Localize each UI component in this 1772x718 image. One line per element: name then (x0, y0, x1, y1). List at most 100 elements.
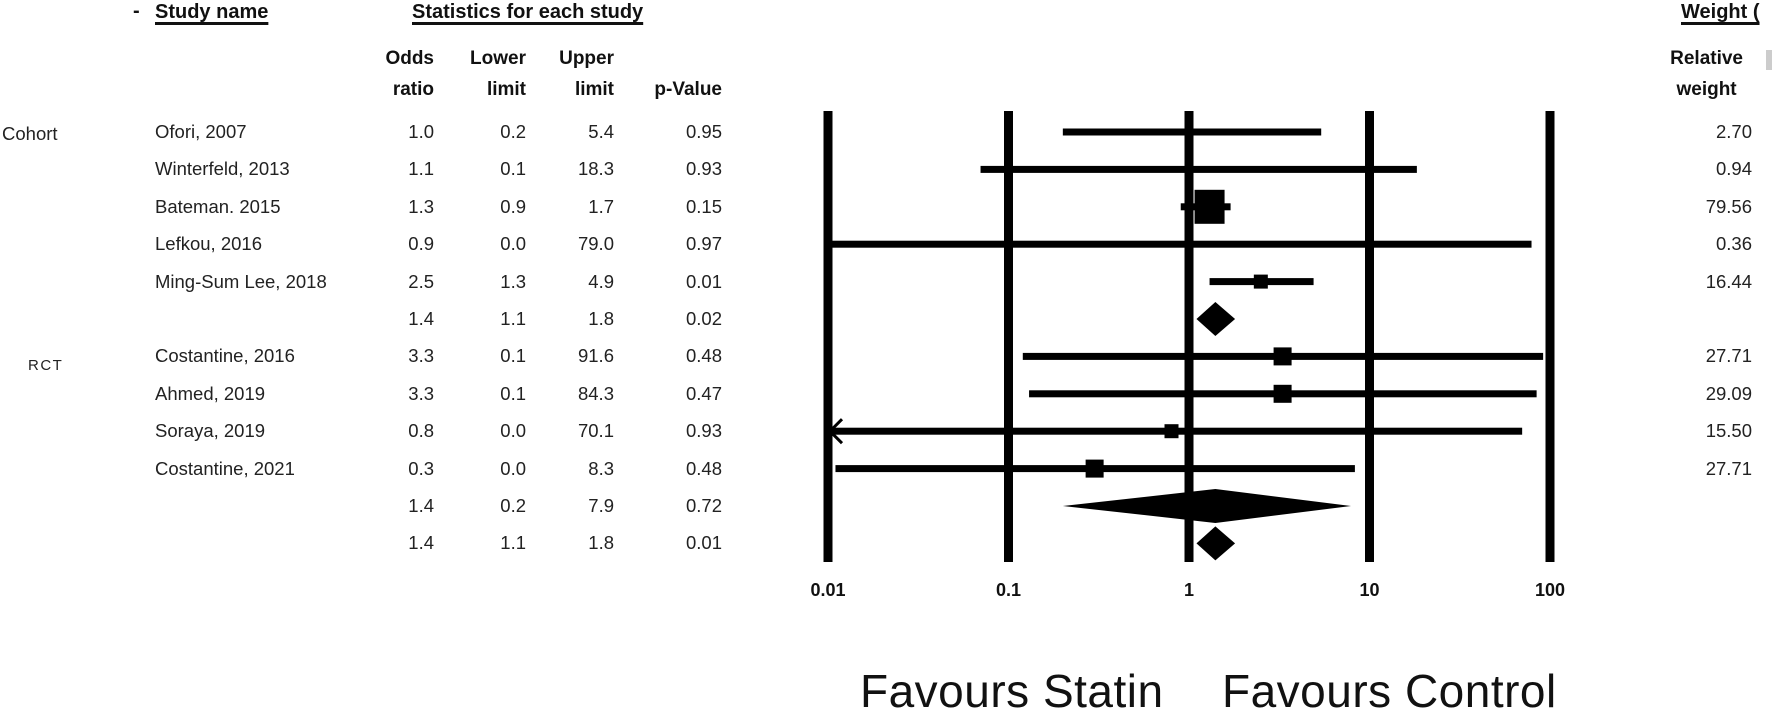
upper-limit-cell: 8.3 (588, 457, 614, 479)
p-value-cell: 0.01 (685, 532, 722, 554)
pooled-diamond-cohort (1196, 302, 1236, 336)
study-name-cell: Ofori, 2007 (155, 121, 247, 142)
lower-limit-cell: 0.1 (500, 158, 526, 180)
p-value-cell: 0.93 (685, 158, 722, 180)
upper-limit-cell: 5.4 (588, 121, 614, 142)
odds-ratio-cell: 3.3 (408, 382, 434, 404)
relative-weight-cell: 16.44 (1705, 270, 1752, 292)
p-value-cell: 0.95 (685, 121, 722, 142)
study-name-cell: Costantine, 2016 (155, 345, 295, 367)
group-label-cohort: Cohort (2, 123, 58, 144)
gridline-100 (1545, 111, 1555, 562)
lower-limit-cell: 0.0 (500, 457, 526, 479)
p-value-cell: 0.48 (685, 345, 722, 367)
upper-limit-cell: 7.9 (588, 495, 614, 516)
x-tick-label: 10 (1359, 580, 1380, 600)
study-name-cell: Winterfeld, 2013 (155, 158, 290, 180)
ci-line (980, 165, 1417, 173)
pooled-diamond-rct (1062, 489, 1352, 523)
p-value-cell: 0.15 (685, 195, 722, 217)
lower-limit-cell: 0.9 (500, 195, 526, 217)
study-box (1194, 189, 1225, 224)
upper-limit-cell: 70.1 (577, 420, 614, 442)
header-dash: - (133, 0, 140, 22)
gridline-0.1 (1004, 111, 1013, 562)
upper-limit-cell: 1.8 (588, 308, 614, 329)
lower-limit-cell: 0.2 (500, 121, 526, 142)
relative-weight-cell: 0.94 (1715, 158, 1752, 180)
odds-ratio-cell: 1.4 (408, 495, 434, 516)
header-relative-weight: Relative weight (1670, 48, 1743, 100)
favours-statin-label: Favours Statin (860, 665, 1164, 717)
x-tick-label: 100 (1534, 580, 1566, 600)
p-value-cell: 0.47 (685, 382, 722, 404)
header-weight: Weight ( (1681, 1, 1760, 23)
relative-weight-cell: 27.71 (1705, 457, 1752, 479)
odds-ratio-cell: 0.3 (408, 457, 434, 479)
study-box (1273, 384, 1292, 403)
header-study-name: Study name (155, 1, 269, 23)
lower-limit-cell: 0.0 (500, 420, 526, 442)
relative-weight-cell: 29.09 (1705, 382, 1752, 404)
upper-limit-cell: 79.0 (577, 233, 614, 255)
header-cut-glyph (1766, 50, 1772, 70)
relative-weight-cell: 2.70 (1715, 121, 1752, 142)
study-box (1188, 131, 1190, 133)
odds-ratio-cell: 1.0 (408, 121, 434, 142)
p-value-cell: 0.48 (685, 457, 722, 479)
odds-ratio-cell: 1.4 (408, 532, 434, 554)
p-value-cell: 0.72 (685, 495, 722, 516)
study-box (1085, 459, 1104, 478)
x-tick-label: 0.01 (810, 580, 846, 600)
upper-limit-cell: 1.7 (588, 195, 614, 217)
x-tick-label: 1 (1183, 580, 1195, 600)
study-name-cell: Costantine, 2021 (155, 457, 295, 479)
odds-ratio-cell: 0.8 (408, 420, 434, 442)
lower-limit-cell: 1.1 (500, 308, 526, 329)
header-odds-ratio: Odds ratio (385, 48, 434, 100)
lower-limit-cell: 0.1 (500, 345, 526, 367)
relative-weight-cell: 79.56 (1705, 195, 1752, 217)
study-name-cell: Ahmed, 2019 (155, 382, 266, 404)
odds-ratio-cell: 3.3 (408, 345, 434, 367)
study-box (1195, 168, 1198, 171)
ci-line (1062, 128, 1322, 136)
study-name-cell: Soraya, 2019 (155, 420, 266, 442)
ci-line (831, 240, 1532, 248)
p-value-cell: 0.01 (685, 270, 722, 292)
lower-limit-cell: 1.3 (500, 270, 526, 292)
study-name-cell: Lefkou, 2016 (155, 233, 262, 255)
study-name-cell: Bateman. 2015 (155, 195, 281, 217)
odds-ratio-cell: 2.5 (408, 270, 434, 292)
favours-control-label: Favours Control (1222, 665, 1557, 717)
x-tick-label: 0.1 (995, 580, 1022, 600)
group-label-rct: RCT (28, 357, 64, 375)
study-box (1253, 274, 1268, 289)
header-p-value: p-Value (654, 79, 722, 100)
study-box (1164, 424, 1179, 439)
arrow-left-icon (827, 418, 844, 445)
header-lower-limit: Lower limit (470, 48, 526, 100)
odds-ratio-cell: 1.4 (408, 308, 434, 329)
study-box (1273, 347, 1292, 366)
upper-limit-cell: 1.8 (588, 532, 614, 554)
odds-ratio-cell: 1.1 (408, 158, 434, 180)
p-value-cell: 0.02 (685, 308, 722, 329)
lower-limit-cell: 1.1 (500, 532, 526, 554)
gridline-1 (1184, 111, 1194, 562)
lower-limit-cell: 0.1 (500, 382, 526, 404)
odds-ratio-cell: 1.3 (408, 195, 434, 217)
gridline-10 (1365, 111, 1374, 562)
study-name-cell: Ming-Sum Lee, 2018 (155, 270, 327, 292)
relative-weight-cell: 0.36 (1715, 233, 1752, 255)
p-value-cell: 0.93 (685, 420, 722, 442)
header-upper-limit: Upper limit (559, 48, 614, 100)
upper-limit-cell: 18.3 (577, 158, 614, 180)
upper-limit-cell: 91.6 (577, 345, 614, 367)
gridline-0.01 (823, 111, 833, 562)
lower-limit-cell: 0.0 (500, 233, 526, 255)
relative-weight-cell: 27.71 (1705, 345, 1752, 367)
relative-weight-cell: 15.50 (1705, 420, 1752, 442)
odds-ratio-cell: 0.9 (408, 233, 434, 255)
